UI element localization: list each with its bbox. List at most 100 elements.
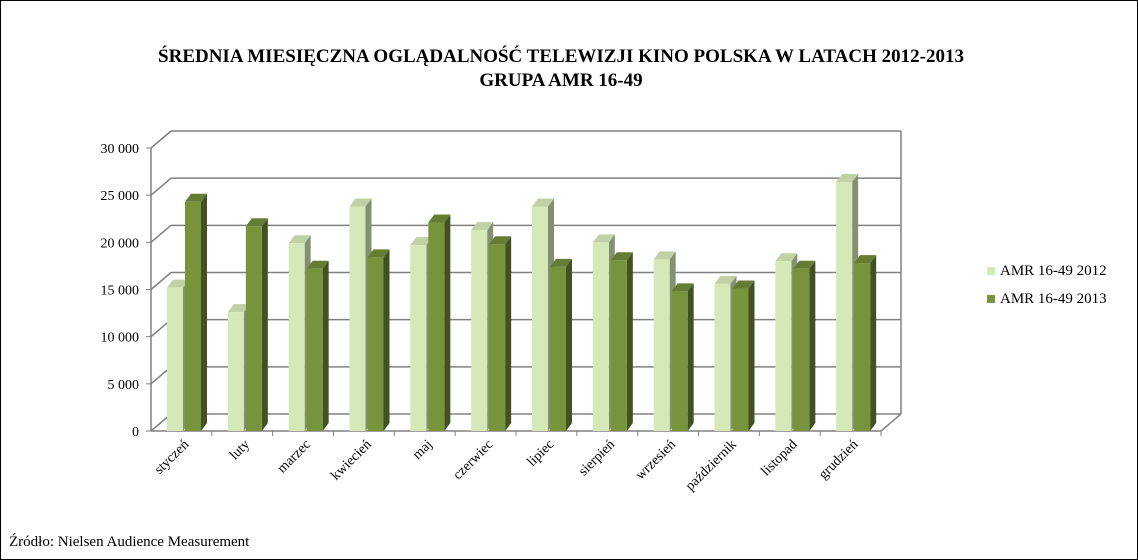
- bar-side: [322, 260, 329, 431]
- bar-front: [489, 244, 506, 431]
- bar-top: [532, 198, 554, 207]
- bar-listopad-2013: [793, 260, 816, 431]
- bar-side: [444, 214, 451, 431]
- bar-top: [227, 304, 250, 313]
- bar-październik-2013: [732, 280, 755, 431]
- bar-front: [714, 283, 731, 431]
- bar-front: [653, 259, 670, 431]
- bar-front: [349, 206, 366, 431]
- bar-luty-2013: [245, 218, 268, 431]
- bar-front: [836, 181, 853, 431]
- floor-edge: [880, 413, 902, 432]
- bar-top: [854, 255, 877, 264]
- bar-side: [809, 260, 816, 431]
- bar-maj-2013: [428, 214, 451, 431]
- bar-wrzesień-2013: [671, 283, 694, 431]
- bar-marzec-2013: [306, 260, 329, 431]
- bar-front: [245, 226, 262, 431]
- bar-top: [550, 258, 572, 267]
- bar-top: [410, 237, 433, 246]
- y-tick-label: 5 000: [108, 378, 140, 393]
- bar-top: [653, 251, 676, 260]
- bar-grudzień-2013: [854, 255, 877, 431]
- bar-front: [610, 260, 627, 431]
- bar-front: [471, 230, 488, 431]
- bar-sierpień-2013: [610, 252, 633, 431]
- x-tick-label: październik: [683, 437, 740, 494]
- x-tick-label: sierpień: [576, 437, 618, 479]
- x-tick-label: marzec: [275, 437, 314, 476]
- bar-top: [836, 173, 859, 182]
- bar-side: [383, 249, 390, 431]
- bar-side: [201, 193, 207, 431]
- bar-top: [732, 280, 755, 289]
- chart-legend: AMR 16-49 2012 AMR 16-49 2013: [987, 257, 1107, 313]
- bar-styczeń-2013: [185, 193, 207, 431]
- bar-front: [793, 268, 810, 431]
- x-tick-label: grudzień: [816, 437, 861, 482]
- y-tick-label: 25 000: [101, 189, 140, 204]
- bar-top: [610, 252, 633, 261]
- bar-czerwiec-2013: [489, 236, 512, 431]
- bar-front: [367, 257, 384, 431]
- y-tick-label: 30 000: [101, 142, 140, 157]
- bar-top: [288, 235, 311, 244]
- bar-top: [489, 236, 512, 245]
- gridline-diagonal: [150, 130, 172, 149]
- bar-front: [854, 263, 871, 431]
- chart-title: ŚREDNIA MIESIĘCZNA OGLĄDALNOŚĆ TELEWIZJI…: [1, 45, 1121, 93]
- bar-side: [261, 218, 268, 431]
- bar-top: [349, 198, 372, 207]
- bar-side: [748, 280, 755, 431]
- bar-lipiec-2013: [550, 258, 572, 431]
- bar-front: [306, 268, 323, 431]
- bar-front: [532, 206, 548, 431]
- bar-front: [592, 242, 609, 431]
- y-tick-label: 20 000: [101, 236, 140, 251]
- chart-title-line2: GRUPA AMR 16-49: [479, 70, 643, 91]
- bar-chart: 0 5 000 10 000 15 000 20 000 25 000 30 000 styc…: [101, 130, 902, 494]
- bar-front: [550, 266, 566, 431]
- bar-front: [185, 201, 201, 431]
- y-tick-label: 0: [132, 425, 139, 440]
- legend-label-2013: AMR 16-49 2013: [1000, 290, 1107, 307]
- y-tick-label: 10 000: [101, 331, 140, 346]
- bar-front: [410, 245, 427, 431]
- bar-front: [227, 312, 244, 431]
- bar-top: [775, 253, 798, 262]
- bar-top: [167, 279, 189, 288]
- bar-front: [775, 261, 792, 431]
- gridline-diagonal: [150, 177, 172, 196]
- y-tick-label: 15 000: [101, 284, 140, 299]
- chart-title-line1: ŚREDNIA MIESIĘCZNA OGLĄDALNOŚĆ TELEWIZJI…: [158, 46, 964, 67]
- x-tick-label: kwiecień: [328, 437, 374, 483]
- bar-top: [428, 214, 451, 223]
- bar-top: [185, 193, 207, 202]
- x-tick-label: styczeń: [152, 437, 192, 477]
- bar-top: [793, 260, 816, 269]
- bar-side: [687, 283, 694, 431]
- bar-top: [306, 260, 329, 269]
- x-tick-label: lipiec: [525, 437, 558, 470]
- bar-top: [671, 283, 694, 292]
- bar-kwiecień-2013: [367, 249, 390, 431]
- bar-front: [732, 288, 749, 431]
- bar-top: [245, 218, 268, 227]
- bar-side: [505, 236, 512, 431]
- legend-item-2012: AMR 16-49 2012: [987, 257, 1107, 285]
- x-tick-label: czerwiec: [451, 437, 497, 483]
- gridline-diagonal: [150, 224, 172, 243]
- bar-side: [870, 255, 877, 431]
- x-tick-label: wrzesień: [633, 437, 679, 483]
- bar-top: [471, 222, 494, 231]
- legend-swatch-2012: [987, 267, 995, 275]
- gridline-diagonal: [150, 271, 172, 291]
- bar-side: [566, 258, 572, 431]
- x-tick-label: maj: [410, 437, 435, 462]
- bar-front: [428, 222, 445, 431]
- bar-top: [592, 234, 615, 243]
- bar-front: [288, 243, 305, 431]
- bar-top: [367, 249, 390, 258]
- bar-front: [167, 287, 183, 431]
